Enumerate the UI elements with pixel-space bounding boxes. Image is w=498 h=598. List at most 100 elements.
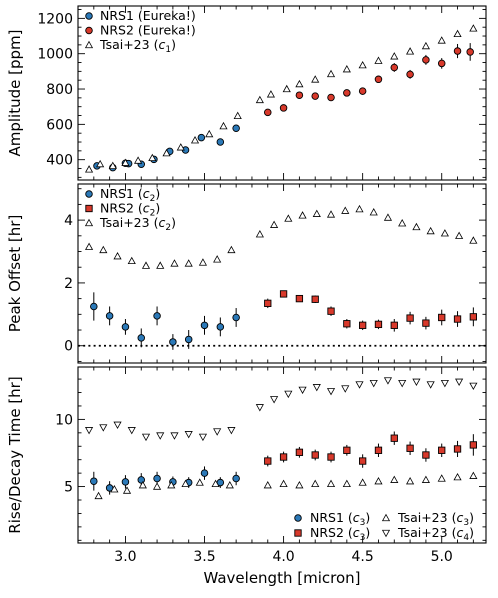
- data-point: [255, 95, 264, 104]
- data-point: [184, 335, 193, 344]
- data-point: [227, 427, 236, 435]
- data-point: [466, 48, 474, 56]
- data-point: [148, 153, 157, 162]
- data-point: [270, 396, 279, 404]
- y-tick-label: 2: [64, 276, 73, 292]
- x-tick-label: 3.0: [114, 549, 136, 565]
- data-point: [359, 321, 367, 329]
- data-point: [176, 143, 185, 151]
- data-point: [279, 104, 288, 112]
- data-point: [469, 313, 477, 321]
- data-point: [84, 427, 94, 435]
- data-point: [342, 479, 351, 488]
- data-point: [216, 138, 225, 146]
- data-point: [200, 469, 209, 477]
- data-point: [406, 70, 414, 79]
- data-point: [390, 434, 398, 442]
- data-point: [453, 29, 462, 38]
- data-point: [453, 47, 462, 55]
- data-point: [190, 136, 200, 144]
- data-point: [355, 381, 364, 389]
- y-axis-label: Peak Offset [hr]: [6, 215, 24, 333]
- legend-label: Tsai+23 (c1): [99, 37, 176, 55]
- data-point: [406, 444, 414, 452]
- y-tick-label: 1000: [37, 47, 73, 63]
- x-tick-label: 3.5: [193, 549, 215, 565]
- legend-label: NRS2 (c2): [100, 201, 160, 219]
- data-point: [421, 475, 430, 483]
- data-point: [170, 259, 179, 267]
- data-point: [279, 290, 288, 298]
- series-1: [90, 292, 240, 350]
- series-1: [93, 124, 240, 172]
- legend-marker: [85, 204, 93, 213]
- data-point: [374, 75, 383, 84]
- data-point: [295, 481, 304, 489]
- plot-frame: [77, 5, 487, 181]
- data-point: [284, 390, 293, 399]
- data-point: [341, 385, 350, 393]
- x-tick-label: 5.0: [431, 549, 453, 565]
- series-3: [94, 471, 478, 500]
- data-point: [184, 259, 193, 267]
- legend-marker: [85, 26, 93, 35]
- data-point: [469, 382, 478, 391]
- data-point: [255, 230, 264, 238]
- data-point: [264, 108, 272, 117]
- data-point: [438, 446, 446, 454]
- data-point: [358, 478, 367, 486]
- data-point: [453, 445, 462, 453]
- data-point: [156, 261, 165, 269]
- data-point: [134, 156, 143, 164]
- data-point: [137, 334, 146, 342]
- data-point: [438, 313, 446, 322]
- data-point: [390, 52, 399, 60]
- y-tick-label: 5: [64, 480, 73, 496]
- data-point: [198, 433, 208, 442]
- legend-marker: [294, 514, 302, 522]
- data-point: [162, 148, 171, 157]
- data-point: [437, 474, 446, 482]
- data-point: [127, 427, 136, 435]
- series-4: [84, 377, 478, 442]
- data-point: [108, 161, 117, 169]
- data-point: [279, 479, 288, 488]
- data-point: [255, 404, 264, 412]
- data-point: [406, 476, 415, 485]
- data-point: [263, 481, 272, 489]
- series-2: [264, 431, 477, 468]
- data-point: [311, 451, 319, 459]
- data-point: [374, 446, 383, 454]
- data-point: [270, 220, 279, 228]
- data-point: [327, 453, 335, 461]
- legend-label: NRS2 (c3): [310, 525, 370, 543]
- data-point: [213, 255, 222, 263]
- data-point: [406, 47, 415, 55]
- data-point: [232, 474, 240, 483]
- legend-marker: [84, 218, 94, 227]
- data-point: [90, 477, 98, 485]
- data-point: [282, 84, 291, 93]
- data-point: [469, 24, 478, 32]
- data-point: [121, 323, 130, 331]
- data-point: [343, 320, 351, 328]
- data-point: [219, 121, 228, 130]
- data-point: [298, 211, 307, 219]
- data-point: [298, 386, 307, 395]
- data-point: [343, 446, 351, 454]
- panel-1: 400 600 800 1000 1200 Amplitude [ppm] NRS1 (Eu…: [6, 5, 487, 181]
- data-point: [211, 479, 220, 488]
- plot-frame: [77, 366, 487, 544]
- legend: NRS1 (c3) Tsai+23 (c3) NRS2 (c3) Tsai+23 (c…: [294, 510, 474, 543]
- data-point: [455, 378, 464, 387]
- panel-2: 0 2 4 Peak Offset [hr] NRS1 (c2)NRS2 (c2)Tsa…: [6, 183, 487, 364]
- legend-label: NRS1 (c3): [310, 510, 370, 528]
- data-point: [295, 448, 304, 456]
- legend-marker: [84, 40, 94, 49]
- data-point: [374, 476, 383, 485]
- legend: NRS1 (c2)NRS2 (c2)Tsai+23 (c2): [84, 186, 176, 233]
- data-point: [422, 56, 430, 64]
- data-point: [311, 479, 320, 488]
- data-point: [327, 93, 335, 102]
- data-point: [374, 320, 383, 329]
